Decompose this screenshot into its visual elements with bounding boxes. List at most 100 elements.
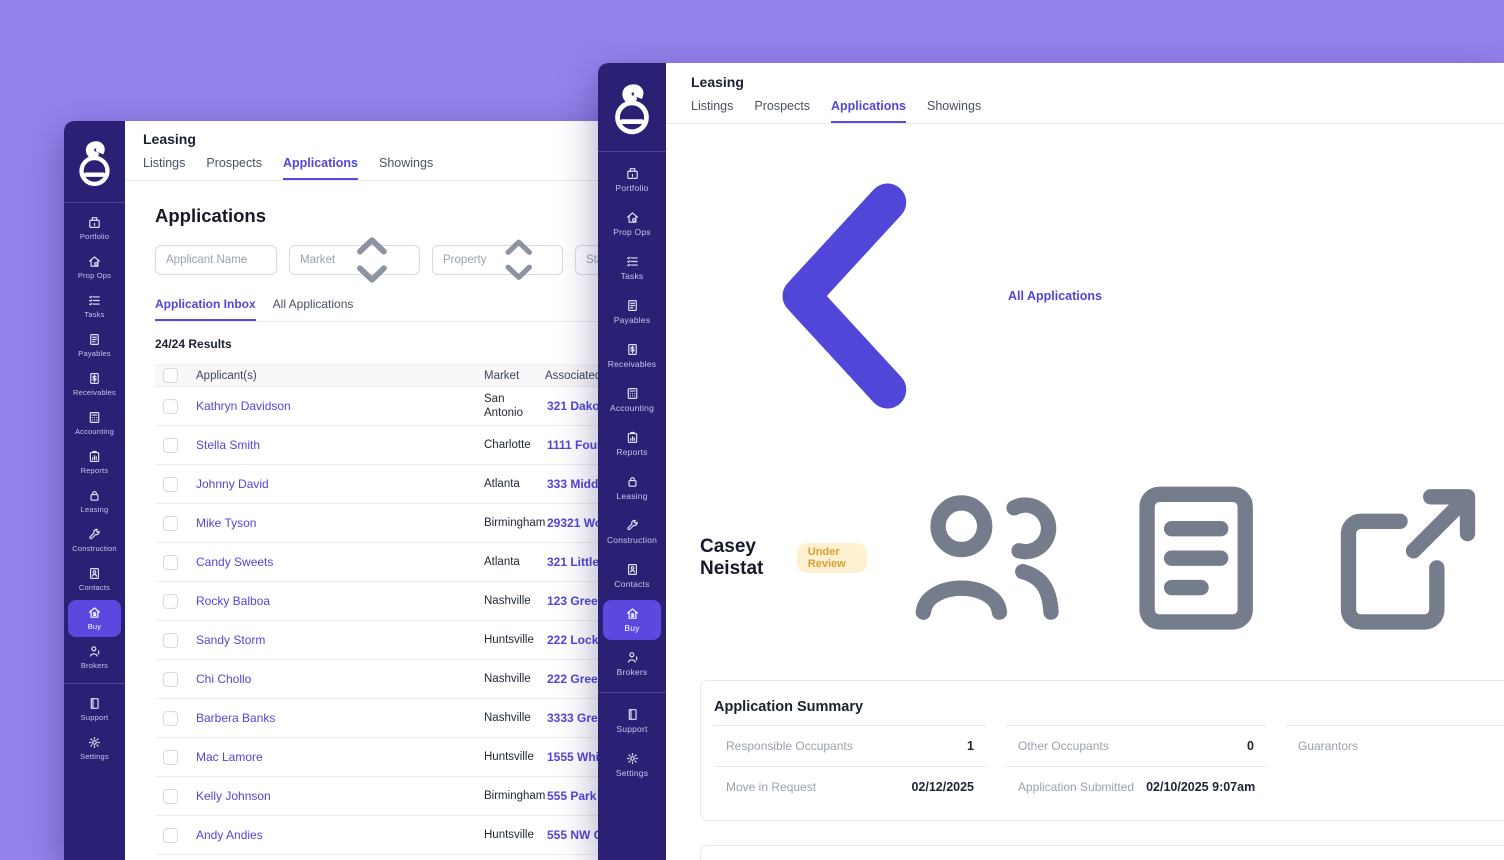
associated-property-link[interactable]: 222 Lockp (547, 633, 606, 647)
sidebar-item-buy[interactable]: Buy (68, 600, 121, 637)
associated-property-link[interactable]: 555 Park D (547, 789, 609, 803)
applicant-name-link[interactable]: Rocky Balboa (196, 594, 271, 608)
sidebar-item-reports[interactable]: Reports (68, 444, 120, 481)
occupants-icon[interactable] (889, 460, 1085, 656)
tab-applications[interactable]: Applications (830, 99, 906, 123)
sidebar-item-contacts[interactable]: Contacts (68, 561, 120, 598)
row-checkbox[interactable] (163, 593, 178, 609)
market-select[interactable]: Market (289, 237, 420, 283)
duck-logo-icon (64, 132, 125, 193)
row-checkbox[interactable] (163, 554, 178, 570)
row-checkbox[interactable] (163, 632, 178, 648)
associated-property-link[interactable]: 29321 Wolf (547, 516, 610, 530)
applicant-name-link[interactable]: Stella Smith (196, 438, 261, 452)
tasks-icon (607, 254, 657, 269)
sidebar-item-contacts[interactable]: Contacts (603, 556, 661, 596)
sidebar-item-label: Receivables (72, 388, 117, 397)
sidebar-item-leasing[interactable]: Leasing (603, 468, 661, 508)
subtab-all-applications[interactable]: All Applications (272, 297, 354, 311)
applicant-name-link[interactable]: Mike Tyson (196, 516, 257, 530)
row-checkbox[interactable] (163, 788, 178, 804)
tab-prospects[interactable]: Prospects (754, 99, 810, 113)
associated-property-link[interactable]: 3333 Green (547, 711, 612, 725)
sidebar-item-payables[interactable]: Payables (68, 327, 120, 364)
applicant-name-link[interactable]: Johnny David (196, 477, 269, 491)
associated-property-link[interactable]: 333 Middle (547, 477, 609, 491)
sidebar-item-prop-ops[interactable]: Prop Ops (68, 249, 120, 286)
tab-showings[interactable]: Showings (927, 99, 982, 113)
sidebar-item-prop-ops[interactable]: Prop Ops (603, 204, 661, 244)
sidebar-item-brokers[interactable]: Brokers (603, 644, 661, 684)
associated-property-link[interactable]: 222 Greenw (547, 672, 615, 686)
app-logo[interactable] (64, 121, 125, 203)
sidebar-item-label: Portfolio (615, 183, 649, 193)
sidebar-item-construction[interactable]: Construction (68, 522, 120, 559)
sidebar-item-receivables[interactable]: Receivables (68, 366, 120, 403)
market-cell: Atlanta (484, 555, 520, 568)
sidebar-item-portfolio[interactable]: Portfolio (68, 210, 120, 247)
table-row: Kathryn Davidson San Antonio 321 Dakota (155, 387, 784, 426)
sidebar-item-settings[interactable]: Settings (603, 745, 661, 785)
sidebar-item-leasing[interactable]: Leasing (68, 483, 120, 520)
sidebar-item-tasks[interactable]: Tasks (68, 288, 120, 325)
prop-ops-icon (607, 210, 657, 225)
tab-applications[interactable]: Applications (282, 156, 358, 180)
property-select[interactable]: Property (432, 239, 563, 281)
tab-listings[interactable]: Listings (691, 99, 734, 113)
row-checkbox[interactable] (163, 437, 178, 453)
applicant-name-link[interactable]: Barbera Banks (196, 711, 276, 725)
sidebar-item-buy[interactable]: Buy (602, 600, 662, 640)
row-checkbox[interactable] (163, 827, 178, 843)
select-all-checkbox[interactable] (163, 368, 178, 383)
row-checkbox[interactable] (163, 671, 178, 687)
associated-property-link[interactable]: 123 Greenw (547, 594, 615, 608)
sidebar-item-label: Accounting (74, 427, 115, 436)
applicant-name-link[interactable]: Andy Andies (196, 828, 263, 842)
sidebar-item-brokers[interactable]: Brokers (68, 639, 120, 676)
applicant-name-link[interactable]: Candy Sweets (196, 555, 274, 569)
buy-icon (607, 606, 657, 621)
table-row: Sandy Storm Huntsville 222 Lockp (155, 621, 784, 660)
tab-showings[interactable]: Showings (379, 156, 434, 170)
row-checkbox[interactable] (163, 476, 178, 492)
associated-property-link[interactable]: 321 Dakota (547, 399, 611, 413)
sidebar-item-accounting[interactable]: Accounting (603, 380, 661, 420)
document-icon[interactable] (1098, 460, 1294, 656)
sidebar-item-support[interactable]: Support (68, 691, 120, 728)
accounting-icon (607, 386, 657, 401)
sidebar-item-support[interactable]: Support (603, 701, 661, 741)
sidebar-item-receivables[interactable]: Receivables (603, 336, 661, 376)
tab-listings[interactable]: Listings (143, 156, 186, 170)
applicant-name-input[interactable]: Applicant Name (155, 245, 277, 275)
row-checkbox[interactable] (163, 710, 178, 726)
associated-property-link[interactable]: 321 Little R (547, 555, 612, 569)
associated-property-link[interactable]: 1555 White (547, 750, 610, 764)
back-to-all-applications-link[interactable]: All Applications (700, 146, 1504, 446)
sidebar-item-label: Prop Ops (613, 227, 651, 237)
applicant-name-link[interactable]: Sandy Storm (196, 633, 266, 647)
app-logo[interactable] (598, 63, 666, 152)
empty-cell (1286, 766, 1504, 807)
applicant-name-link[interactable]: Kelly Johnson (196, 789, 271, 803)
applicant-name-link[interactable]: Mac Lamore (196, 750, 263, 764)
applicant-name-link[interactable]: Kathryn Davidson (196, 399, 291, 413)
sidebar-item-tasks[interactable]: Tasks (603, 248, 661, 288)
associated-property-link[interactable]: 555 NW Gr (547, 828, 608, 842)
sidebar-item-payables[interactable]: Payables (603, 292, 661, 332)
market-cell: Huntsville (484, 633, 534, 646)
sidebar-item-reports[interactable]: Reports (603, 424, 661, 464)
row-checkbox[interactable] (163, 398, 178, 414)
field-guarantors: Guarantors (1286, 725, 1504, 766)
row-checkbox[interactable] (163, 515, 178, 531)
applicant-name-title: Casey Neistat (700, 536, 764, 580)
applicant-name-link[interactable]: Chi Chollo (196, 672, 252, 686)
tab-prospects[interactable]: Prospects (206, 156, 262, 170)
sidebar-item-portfolio[interactable]: Portfolio (603, 160, 661, 200)
sidebar-item-accounting[interactable]: Accounting (68, 405, 120, 442)
contacts-icon (72, 566, 117, 581)
sidebar-item-settings[interactable]: Settings (68, 730, 120, 767)
subtab-application-inbox[interactable]: Application Inbox (155, 297, 256, 321)
export-icon[interactable] (1308, 460, 1504, 656)
row-checkbox[interactable] (163, 749, 178, 765)
sidebar-item-construction[interactable]: Construction (603, 512, 661, 552)
